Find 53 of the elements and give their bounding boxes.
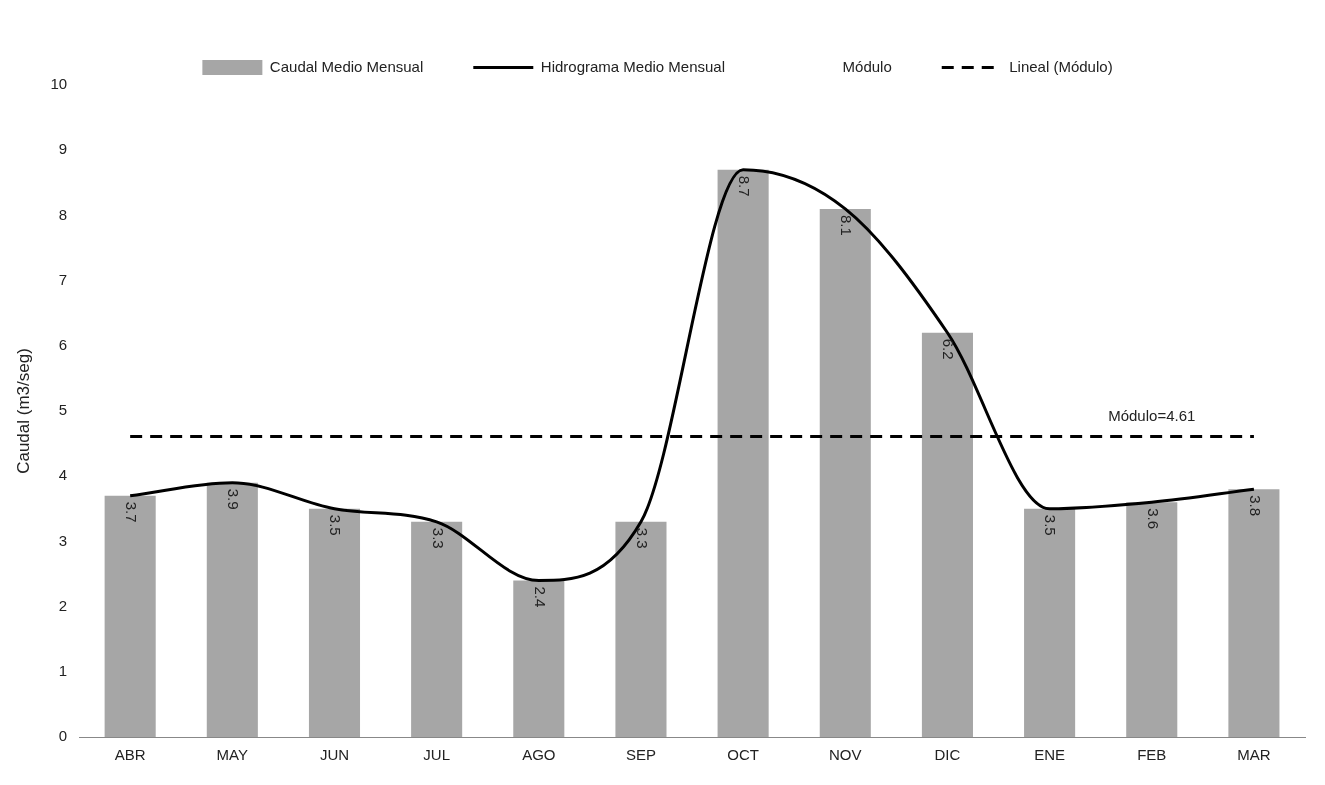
x-tick-label: MAR xyxy=(1237,746,1271,764)
bar xyxy=(206,482,258,737)
x-tick-label: NOV xyxy=(829,746,862,764)
y-tick-label: 3 xyxy=(58,531,68,549)
y-tick-label: 6 xyxy=(58,335,68,353)
x-tick-label: SEP xyxy=(625,746,656,764)
y-tick-label: 0 xyxy=(58,727,68,745)
data-label: 3.9 xyxy=(225,488,243,510)
data-label: 3.3 xyxy=(429,527,447,549)
x-tick-label: MAY xyxy=(216,746,249,764)
data-label: 3.5 xyxy=(1042,514,1060,536)
y-tick-label: 7 xyxy=(58,270,68,288)
bar xyxy=(513,580,565,737)
text: Módulo xyxy=(842,57,892,75)
data-label: 8.7 xyxy=(735,175,753,197)
bar xyxy=(411,521,463,737)
y-tick-label: 8 xyxy=(58,205,68,223)
data-label: 3.3 xyxy=(633,527,651,549)
y-tick-label: 9 xyxy=(58,140,68,158)
data-label: 3.7 xyxy=(123,501,141,523)
bar xyxy=(104,495,156,737)
x-tick-label: ABR xyxy=(114,746,146,764)
y-tick-label: 2 xyxy=(58,596,68,614)
x-tick-label: AGO xyxy=(522,746,556,764)
y-tick-label: 5 xyxy=(58,401,68,419)
x-tick-label: DIC xyxy=(934,746,961,764)
x-tick-label: FEB xyxy=(1137,746,1167,764)
data-label: 6.2 xyxy=(940,338,958,360)
x-tick-label: JUN xyxy=(319,746,350,764)
bar xyxy=(1024,508,1076,737)
legend-label: Hidrograma Medio Mensual xyxy=(540,57,726,75)
bar xyxy=(1228,489,1280,737)
bar xyxy=(819,208,871,737)
data-label: 3.8 xyxy=(1246,495,1264,517)
legend-label: Lineal (Módulo) xyxy=(1009,57,1113,75)
bar xyxy=(921,332,973,737)
bar xyxy=(308,508,361,737)
x-tick-label: ENE xyxy=(1034,746,1066,764)
legend-label: Caudal Medio Mensual xyxy=(269,57,424,75)
data-label: 8.1 xyxy=(838,214,856,236)
bar xyxy=(615,521,667,737)
y-axis-title: Caudal (m3/seg) xyxy=(13,348,33,474)
y-tick-label: 1 xyxy=(58,661,68,679)
y-tick-label: 10 xyxy=(50,75,68,93)
y-tick-label: 4 xyxy=(58,466,68,484)
x-tick-label: JUL xyxy=(423,746,450,764)
bar xyxy=(1126,502,1178,737)
data-label: 3.5 xyxy=(327,514,345,536)
x-tick-label: OCT xyxy=(727,746,759,764)
annotation: Módulo=4.61 xyxy=(1108,407,1196,425)
data-label: 2.4 xyxy=(531,586,549,608)
bar xyxy=(717,169,769,737)
data-label: 3.6 xyxy=(1144,508,1162,530)
